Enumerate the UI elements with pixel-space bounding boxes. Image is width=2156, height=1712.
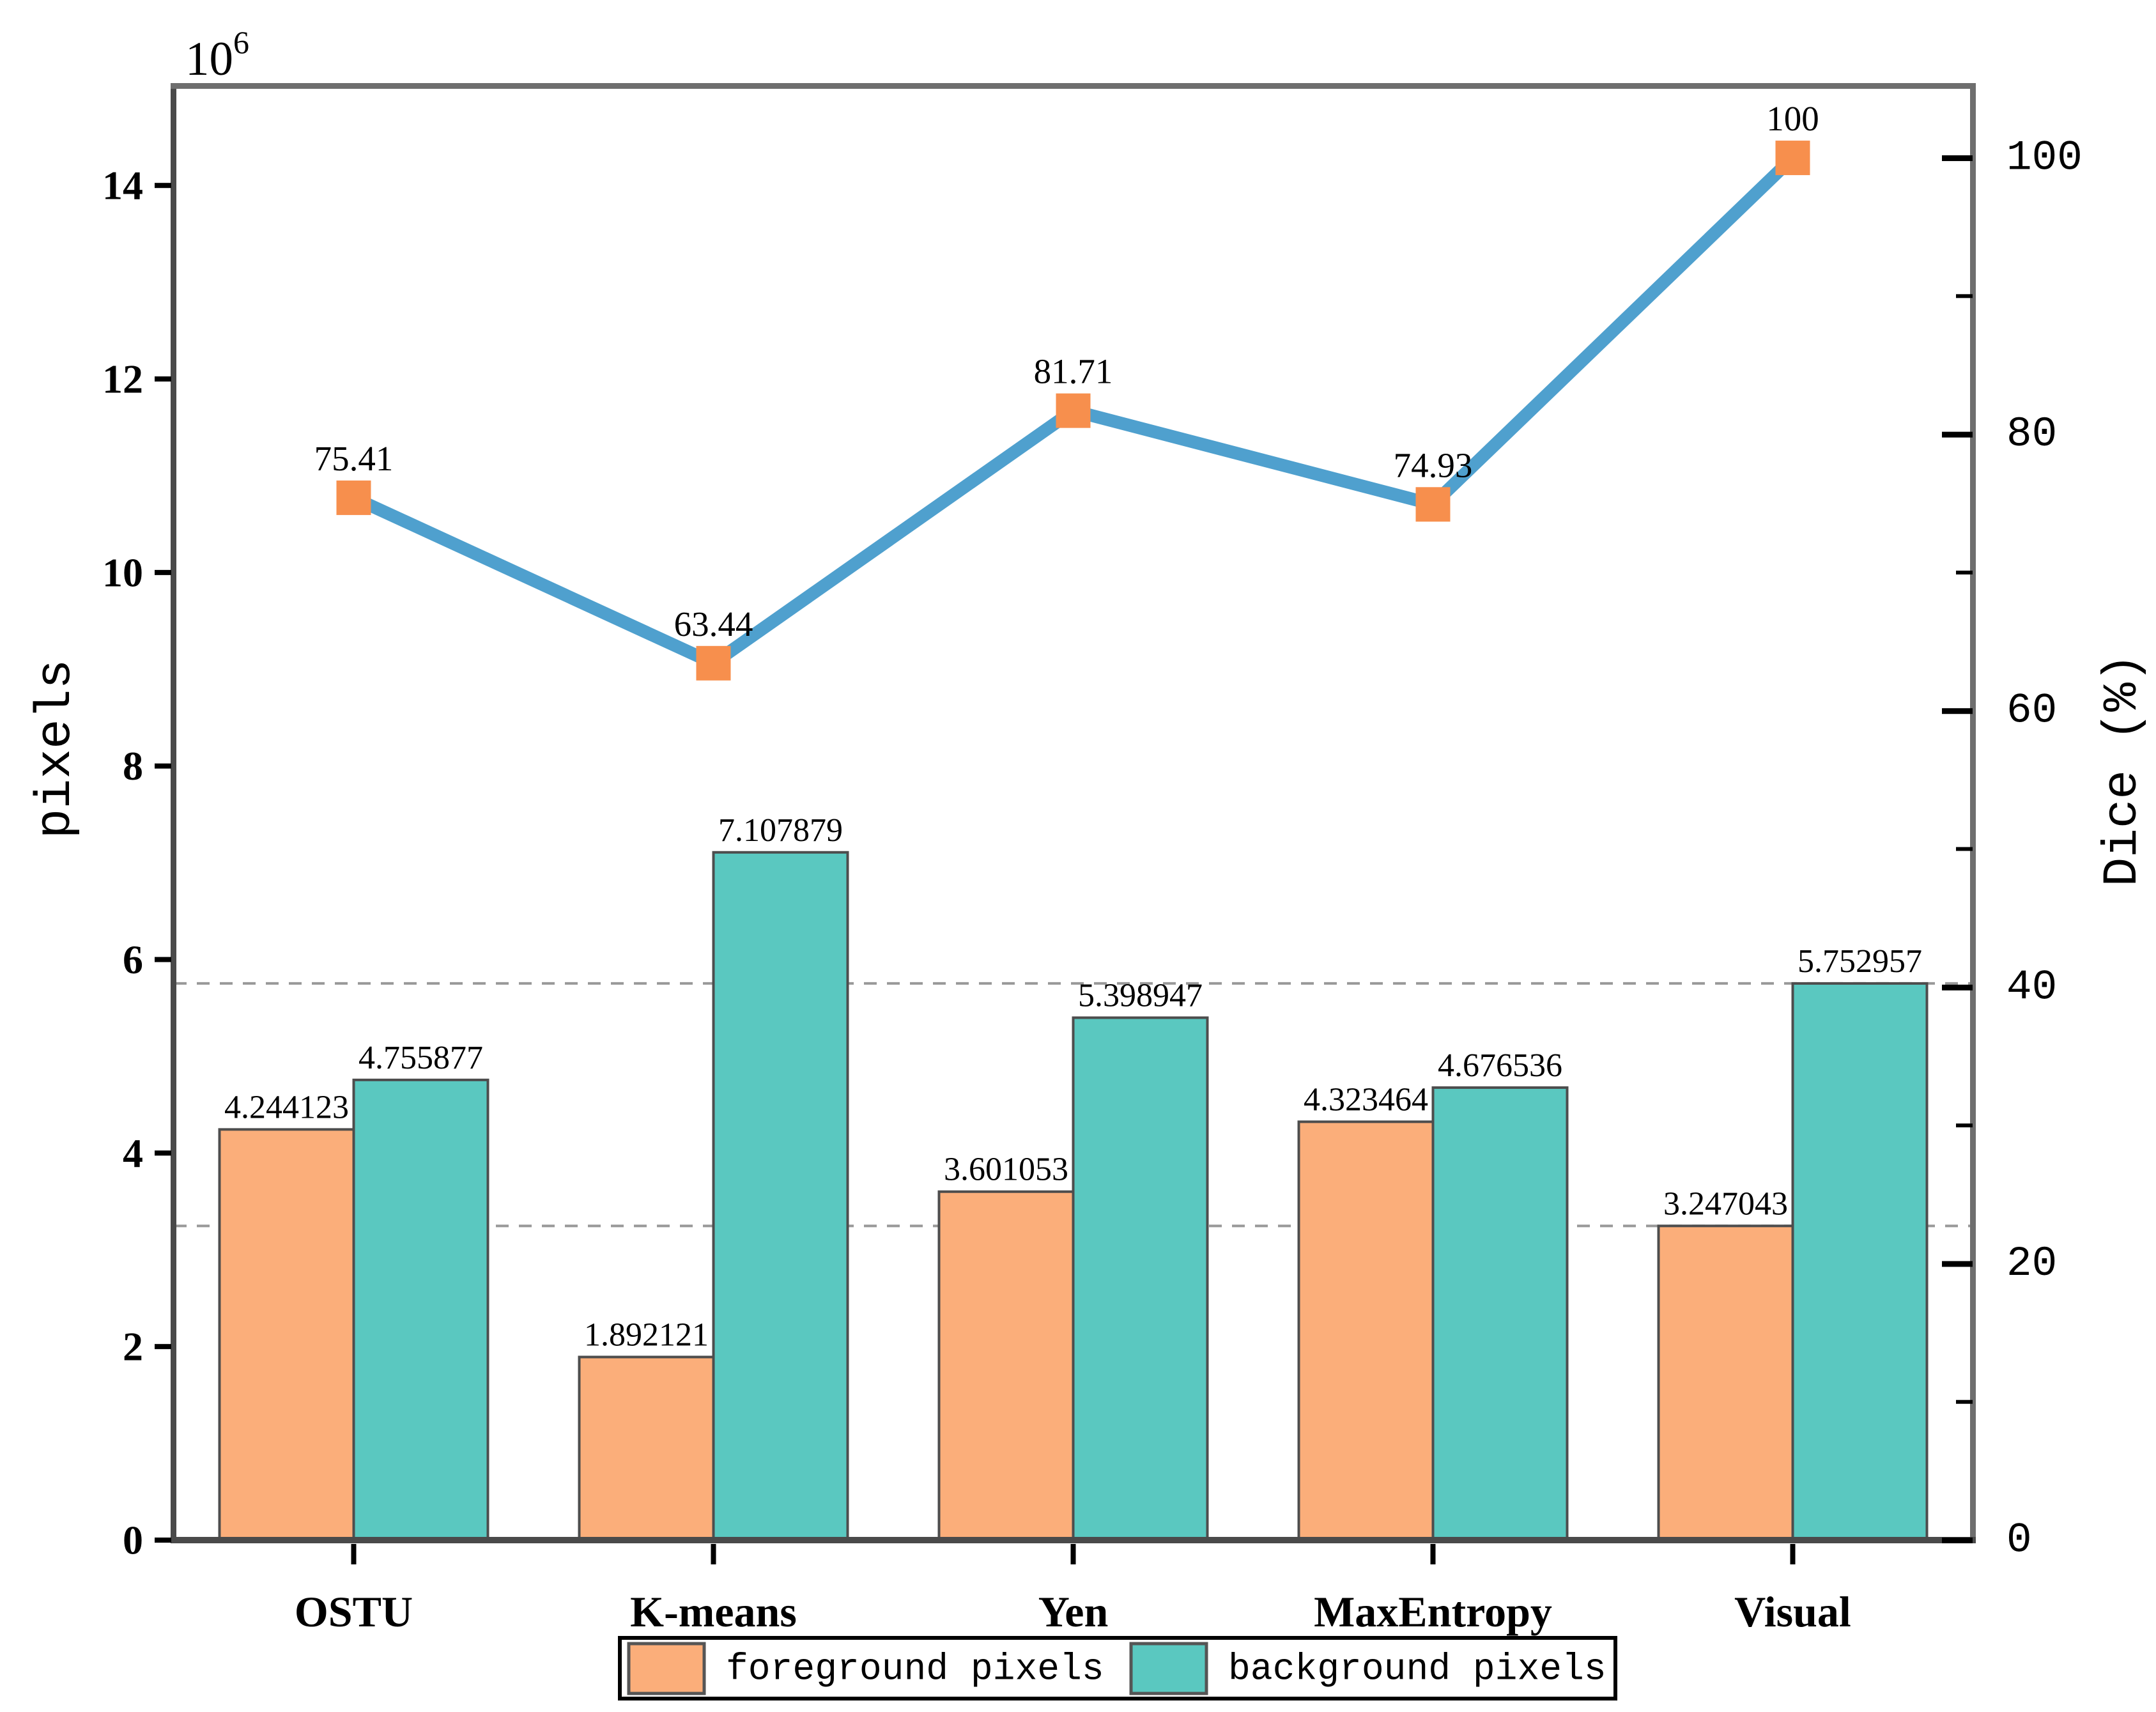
left-axis-tick-10 (155, 569, 171, 575)
right-axis-minor-tick (1956, 847, 1973, 851)
left-axis-tick-8 (155, 763, 171, 769)
x-axis-tick-OSTU (351, 1544, 357, 1564)
bar-background-pixels-OSTU (352, 1078, 489, 1542)
dice-value-label-Visual: 100 (1766, 99, 1819, 138)
x-tick-label-Visual: Visual (1734, 1587, 1851, 1636)
dice-marker-OSTU (336, 480, 371, 515)
bar-foreground-pixels-Yen (937, 1190, 1075, 1541)
right-axis-tick-100 (1942, 155, 1973, 162)
left-axis-title: pixels (28, 659, 84, 839)
left-axis-tick-label-8: 8 (123, 743, 143, 789)
right-axis-tick-label-20: 20 (2006, 1240, 2057, 1288)
left-axis-tick-2 (155, 1344, 171, 1350)
dice-value-label-K-means: 63.44 (674, 605, 753, 644)
top-spine (171, 83, 1976, 89)
right-axis-tick-60 (1942, 708, 1973, 714)
dice-marker-MaxEntropy (1415, 487, 1451, 522)
left-axis-tick-14 (155, 183, 171, 189)
bar-value-label-foreground-pixels-Yen: 3.601053 (944, 1152, 1068, 1188)
bar-value-label-background-pixels-Visual: 5.752957 (1798, 943, 1922, 980)
legend-label-background-pixels: background pixels (1228, 1649, 1606, 1691)
x-axis-tick-Visual (1790, 1544, 1796, 1564)
bar-background-pixels-Visual (1791, 982, 1929, 1542)
right-axis-tick-80 (1942, 431, 1973, 438)
right-axis-tick-label-60: 60 (2006, 687, 2057, 735)
left-axis-tick-label-0: 0 (123, 1518, 143, 1563)
right-axis-minor-tick (1956, 570, 1973, 575)
bar-value-label-foreground-pixels-Visual: 3.247043 (1663, 1185, 1788, 1222)
left-axis-tick-4 (155, 1150, 171, 1156)
right-axis-minor-tick (1956, 1400, 1973, 1404)
legend: foreground pixels background pixels (618, 1636, 1617, 1700)
bar-foreground-pixels-OSTU (218, 1128, 355, 1541)
dice-marker-Visual (1775, 141, 1810, 176)
left-axis-tick-label-12: 12 (102, 357, 143, 402)
bar-foreground-pixels-MaxEntropy (1297, 1120, 1435, 1542)
x-tick-label-Yen: Yen (1038, 1587, 1109, 1636)
bar-value-label-background-pixels-OSTU: 4.755877 (358, 1040, 483, 1076)
left-axis-tick-label-4: 4 (123, 1130, 143, 1176)
bar-value-label-foreground-pixels-MaxEntropy: 4.323464 (1304, 1081, 1428, 1118)
right-axis-title: Dice (%) (2095, 654, 2150, 887)
dice-value-label-MaxEntropy: 74.93 (1394, 445, 1473, 484)
bar-value-label-foreground-pixels-OSTU: 4.244123 (224, 1089, 349, 1125)
right-axis-tick-0 (1942, 1538, 1973, 1543)
left-axis-tick-label-2: 2 (123, 1324, 143, 1369)
dice-marker-Yen (1056, 393, 1091, 428)
right-axis-minor-tick (1956, 294, 1973, 298)
bar-value-label-background-pixels-MaxEntropy: 4.676536 (1438, 1047, 1562, 1084)
right-axis-tick-label-40: 40 (2006, 963, 2057, 1011)
legend-label-foreground-pixels: foreground pixels (726, 1649, 1104, 1691)
right-axis-tick-20 (1942, 1261, 1973, 1267)
right-axis-minor-tick (1956, 1123, 1973, 1128)
bar-background-pixels-K-means (712, 851, 849, 1541)
dice-marker-K-means (696, 645, 731, 681)
left-axis-offset-text: 106 (185, 24, 249, 86)
bar-background-pixels-Yen (1072, 1016, 1209, 1542)
left-axis-tick-6 (155, 957, 171, 962)
x-tick-label-OSTU: OSTU (295, 1587, 413, 1636)
x-tick-label-K-means: K-means (630, 1587, 797, 1636)
bar-value-label-background-pixels-K-means: 7.107879 (718, 812, 843, 849)
bar-value-label-foreground-pixels-K-means: 1.892121 (584, 1317, 709, 1353)
left-axis-tick-12 (155, 376, 171, 382)
x-axis-tick-MaxEntropy (1430, 1544, 1436, 1564)
legend-box (618, 1636, 1617, 1700)
legend-swatch-background-pixels (1129, 1642, 1208, 1695)
bar-foreground-pixels-Visual (1657, 1224, 1794, 1541)
legend-swatch-foreground-pixels (627, 1642, 706, 1695)
bar-value-label-background-pixels-Yen: 5.398947 (1078, 978, 1203, 1014)
left-axis-tick-label-10: 10 (102, 550, 143, 595)
x-axis-tick-K-means (711, 1544, 716, 1564)
left-axis-tick-label-14: 14 (102, 163, 143, 208)
right-spine (1970, 83, 1976, 1543)
dice-value-label-OSTU: 75.41 (314, 439, 394, 478)
right-axis-tick-40 (1942, 984, 1973, 991)
x-tick-label-MaxEntropy: MaxEntropy (1314, 1587, 1552, 1636)
left-spine (171, 83, 176, 1543)
right-axis-tick-label-80: 80 (2006, 410, 2057, 458)
bottom-spine (171, 1537, 1976, 1543)
left-axis-tick-label-6: 6 (123, 937, 143, 982)
right-axis-tick-label-0: 0 (2006, 1516, 2032, 1564)
bar-foreground-pixels-K-means (578, 1355, 715, 1542)
bar-background-pixels-MaxEntropy (1431, 1086, 1569, 1541)
right-axis-tick-label-100: 100 (2006, 134, 2083, 182)
left-axis-tick-0 (155, 1538, 171, 1543)
dice-value-label-Yen: 81.71 (1034, 352, 1113, 391)
x-axis-tick-Yen (1070, 1544, 1076, 1564)
